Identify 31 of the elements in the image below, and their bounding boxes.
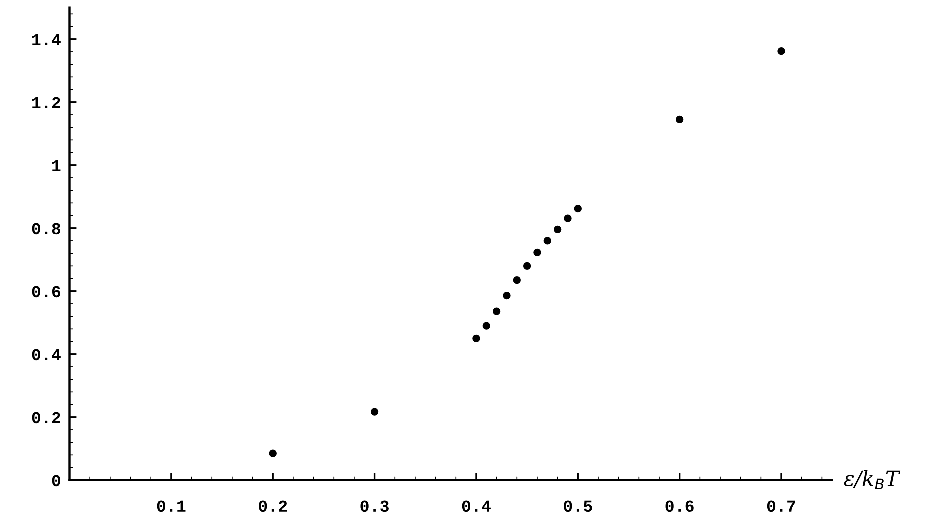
y-tick-label: 0.2 bbox=[32, 412, 60, 424]
point bbox=[513, 276, 521, 284]
point bbox=[370, 408, 379, 416]
x-tick-label: 0.5 bbox=[564, 500, 592, 512]
point bbox=[564, 214, 572, 222]
y-tick-label: 1 bbox=[52, 160, 61, 172]
point bbox=[676, 116, 684, 124]
x-tick-label: 0.6 bbox=[666, 500, 694, 512]
point bbox=[544, 237, 552, 245]
point bbox=[472, 334, 480, 342]
x-tick-label: 0.7 bbox=[767, 500, 796, 512]
x-axis-title: ε/k$_{B}$T bbox=[844, 470, 901, 490]
point bbox=[493, 308, 501, 316]
y-tick-label: 1.4 bbox=[32, 34, 61, 46]
point bbox=[534, 248, 542, 256]
point bbox=[778, 48, 786, 56]
x-tick-label: 0.3 bbox=[360, 500, 389, 512]
point bbox=[482, 322, 490, 330]
y-tick-label: 0.8 bbox=[32, 223, 61, 235]
point bbox=[574, 205, 582, 213]
point bbox=[524, 262, 532, 270]
point bbox=[269, 450, 277, 458]
y-tick-label: 0 bbox=[52, 475, 60, 487]
point bbox=[554, 226, 562, 234]
x-tick-label: 0.4 bbox=[462, 500, 491, 512]
y-tick-label: 0.6 bbox=[32, 286, 60, 298]
y-tick-label: 0.4 bbox=[32, 349, 61, 361]
x-tick-label: 0.1 bbox=[157, 500, 186, 512]
point bbox=[503, 292, 511, 300]
y-tick-label: 1.2 bbox=[32, 97, 60, 108]
x-tick-label: 0.2 bbox=[259, 500, 288, 512]
